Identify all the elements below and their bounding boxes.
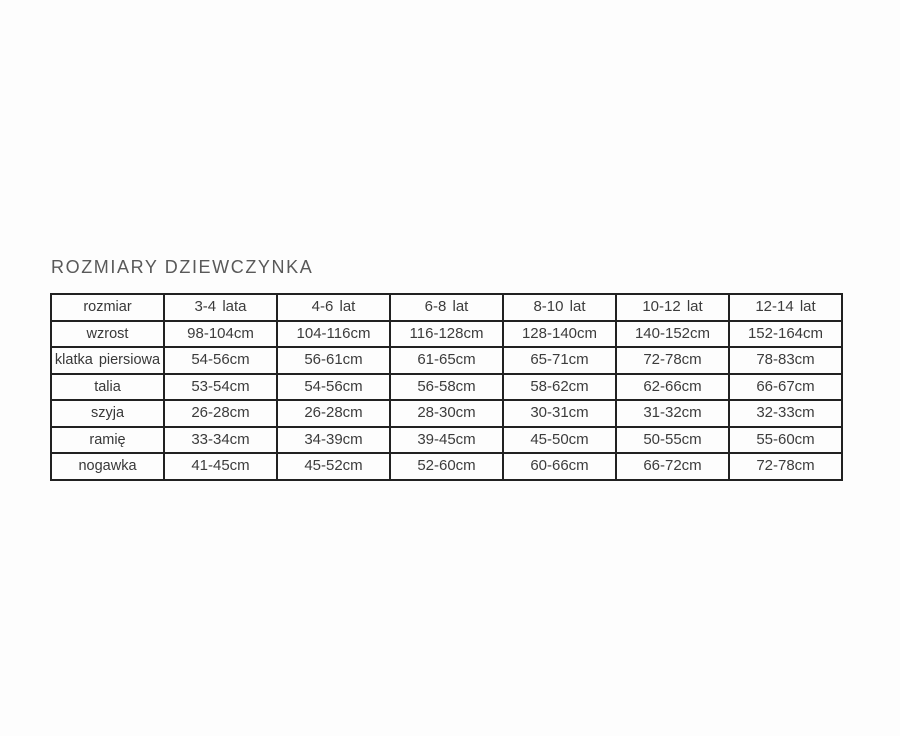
- table-row-klatka-piersiowa: klatka piersiowa 54-56cm 56-61cm 61-65cm 65-…: [50, 346, 843, 375]
- row-label-szyja: szyja: [50, 399, 165, 428]
- size-cell: 58-62cm: [502, 372, 617, 401]
- row-label-nogawka: nogawka: [50, 452, 165, 481]
- size-cell: 52-60cm: [389, 452, 504, 481]
- table-row-talia: talia 53-54cm 54-56cm 56-58cm 58-62cm 62-66cm…: [50, 372, 843, 401]
- size-cell: 8-10 lat: [502, 293, 617, 322]
- size-cell: 28-30cm: [389, 399, 504, 428]
- table-row-ramię: ramię 33-34cm 34-39cm 39-45cm 45-50cm 50-55cm…: [50, 425, 843, 454]
- size-cell: 72-78cm: [615, 346, 730, 375]
- size-cell: 3-4 lata: [163, 293, 278, 322]
- size-cell: 45-50cm: [502, 425, 617, 454]
- size-cell: 39-45cm: [389, 425, 504, 454]
- size-cell: 45-52cm: [276, 452, 391, 481]
- row-label-klatka-piersiowa: klatka piersiowa: [50, 346, 165, 375]
- size-cell: 66-67cm: [728, 372, 843, 401]
- size-cell: 26-28cm: [163, 399, 278, 428]
- size-cell: 98-104cm: [163, 319, 278, 348]
- size-cell: 56-58cm: [389, 372, 504, 401]
- size-cell: 30-31cm: [502, 399, 617, 428]
- table-row-szyja: szyja 26-28cm 26-28cm 28-30cm 30-31cm 31-32cm…: [50, 399, 843, 428]
- size-table-body: rozmiar 3-4 lata 4-6 lat 6-8 lat 8-10 lat 10-…: [50, 293, 843, 481]
- size-cell: 53-54cm: [163, 372, 278, 401]
- size-cell: 62-66cm: [615, 372, 730, 401]
- row-label-rozmiar: rozmiar: [50, 293, 165, 322]
- size-cell: 78-83cm: [728, 346, 843, 375]
- row-label-wzrost: wzrost: [50, 319, 165, 348]
- size-cell: 32-33cm: [728, 399, 843, 428]
- size-cell: 140-152cm: [615, 319, 730, 348]
- row-label-talia: talia: [50, 372, 165, 401]
- size-cell: 26-28cm: [276, 399, 391, 428]
- size-cell: 65-71cm: [502, 346, 617, 375]
- size-cell: 56-61cm: [276, 346, 391, 375]
- size-cell: 54-56cm: [276, 372, 391, 401]
- size-cell: 152-164cm: [728, 319, 843, 348]
- size-cell: 104-116cm: [276, 319, 391, 348]
- size-cell: 55-60cm: [728, 425, 843, 454]
- size-chart-section: ROZMIARY DZIEWCZYNKA rozmiar 3-4 lata 4-6 …: [50, 256, 843, 481]
- size-cell: 12-14 lat: [728, 293, 843, 322]
- size-cell: 116-128cm: [389, 319, 504, 348]
- table-row-wzrost: wzrost 98-104cm 104-116cm 116-128cm 128-140c…: [50, 319, 843, 348]
- size-chart-title: ROZMIARY DZIEWCZYNKA: [51, 257, 314, 277]
- size-cell: 34-39cm: [276, 425, 391, 454]
- size-cell: 50-55cm: [615, 425, 730, 454]
- table-row-rozmiar: rozmiar 3-4 lata 4-6 lat 6-8 lat 8-10 lat 10-…: [50, 293, 843, 322]
- size-cell: 54-56cm: [163, 346, 278, 375]
- size-cell: 4-6 lat: [276, 293, 391, 322]
- size-cell: 72-78cm: [728, 452, 843, 481]
- size-cell: 33-34cm: [163, 425, 278, 454]
- row-label-ramię: ramię: [50, 425, 165, 454]
- size-cell: 31-32cm: [615, 399, 730, 428]
- size-cell: 10-12 lat: [615, 293, 730, 322]
- size-cell: 66-72cm: [615, 452, 730, 481]
- size-cell: 6-8 lat: [389, 293, 504, 322]
- table-row-nogawka: nogawka 41-45cm 45-52cm 52-60cm 60-66cm 66-72…: [50, 452, 843, 481]
- size-cell: 41-45cm: [163, 452, 278, 481]
- size-cell: 60-66cm: [502, 452, 617, 481]
- size-cell: 128-140cm: [502, 319, 617, 348]
- size-table: rozmiar 3-4 lata 4-6 lat 6-8 lat 8-10 lat 10-…: [50, 293, 843, 481]
- size-cell: 61-65cm: [389, 346, 504, 375]
